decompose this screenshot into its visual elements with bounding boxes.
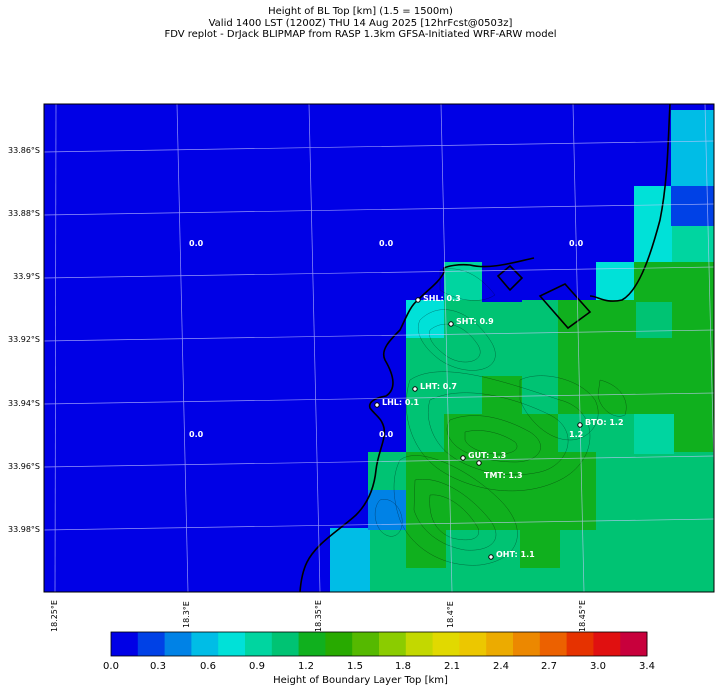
colorbar-frame	[110, 631, 648, 657]
station-label: GUT: 1.3	[468, 451, 506, 460]
stations: SHL: 0.3 SHT: 0.9 LHT: 0.7 LHL: 0.1 BTO:…	[374, 294, 624, 560]
station-label: LHT: 0.7	[420, 382, 457, 391]
map-title: Height of BL Top [km] (1.5 = 1500m)	[268, 6, 453, 17]
colorbar-label: Height of Boundary Layer Top [km]	[273, 675, 448, 686]
map-valid-time: Valid 1400 LST (1200Z) THU 14 Aug 2025 […	[208, 18, 513, 29]
station-label: BTO: 1.2	[585, 418, 624, 427]
colorbar-swatch	[513, 632, 541, 656]
colorbar-swatch	[486, 632, 514, 656]
colorbar-tick: 0.3	[150, 661, 166, 672]
lon-tick-label: 18.4°E	[446, 601, 455, 628]
grid-value: 0.0	[189, 430, 204, 439]
station-marker[interactable]	[476, 460, 482, 466]
colorbar-tick: 1.8	[395, 661, 411, 672]
lat-tick-label: 33.96°S	[8, 462, 40, 471]
station-label: OHT: 1.1	[496, 550, 535, 559]
lat-tick-label: 33.98°S	[8, 525, 40, 534]
colorbar-swatch	[405, 632, 434, 656]
grid-value: 0.0	[379, 239, 394, 248]
station-marker[interactable]	[412, 386, 418, 392]
colorbar-swatch	[164, 632, 192, 656]
colorbar-tick: 0.6	[200, 661, 216, 672]
colorbar-swatch	[271, 632, 300, 656]
lat-tick-label: 33.92°S	[8, 335, 40, 344]
lon-tick-label: 18.45°E	[578, 600, 587, 632]
station-label: SHL: 0.3	[423, 294, 461, 303]
grid-value-labels: 0.0 0.0 0.0 0.0 0.0 1.2	[189, 239, 584, 439]
lon-tick-label: 18.35°E	[314, 600, 323, 632]
colorbar-tick: 3.0	[590, 661, 606, 672]
lat-tick-label: 33.88°S	[8, 209, 40, 218]
colorbar-swatch	[111, 632, 139, 656]
station-marker[interactable]	[488, 554, 494, 560]
colorbar-tick: 3.4	[639, 661, 655, 672]
terrain-contours	[374, 268, 627, 566]
lon-tick-label: 18.25°E	[50, 600, 59, 632]
lat-tick-label: 33.94°S	[8, 399, 40, 408]
station-label: LHL: 0.1	[382, 398, 419, 407]
colorbar-swatch	[539, 632, 568, 656]
map-source: FDV replot - DrJack BLIPMAP from RASP 1.…	[164, 29, 557, 40]
colorbar-tick: 2.7	[541, 661, 557, 672]
lat-tick-label: 33.9°S	[13, 272, 40, 281]
colorbar-swatch	[593, 632, 621, 656]
colorbar-tick: 0.9	[249, 661, 265, 672]
grid-value: 0.0	[189, 239, 204, 248]
colorbar-tick: 1.2	[298, 661, 314, 672]
station-label: SHT: 0.9	[456, 317, 494, 326]
station-marker[interactable]	[415, 297, 421, 303]
colorbar-swatch	[245, 632, 273, 656]
graticule	[43, 103, 715, 593]
colorbar-swatch	[137, 632, 166, 656]
colorbar-swatch	[459, 632, 487, 656]
colorbar-swatch	[352, 632, 380, 656]
colorbar-swatch	[325, 632, 353, 656]
colorbar-swatch	[298, 632, 326, 656]
colorbar-tick: 2.4	[493, 661, 509, 672]
station-marker[interactable]	[460, 455, 466, 461]
colorbar-tick: 1.5	[347, 661, 363, 672]
lon-tick-label: 18.3°E	[182, 601, 191, 628]
coastline	[299, 104, 671, 592]
station-marker[interactable]	[374, 402, 380, 408]
colorbar-swatch	[432, 632, 460, 656]
colorbar-tick: 0.0	[103, 661, 119, 672]
colorbar-swatch	[620, 632, 648, 656]
grid-value: 1.2	[569, 430, 583, 439]
station-marker[interactable]	[448, 321, 454, 327]
grid-value: 0.0	[569, 239, 584, 248]
colorbar-swatch	[191, 632, 219, 656]
colorbar-tick: 2.1	[444, 661, 460, 672]
grid-value: 0.0	[379, 430, 394, 439]
colorbar-swatch	[218, 632, 246, 656]
station-label: TMT: 1.3	[484, 471, 523, 480]
lat-tick-label: 33.86°S	[8, 146, 40, 155]
colorbar	[111, 632, 648, 656]
bl-height-field	[330, 110, 714, 592]
colorbar-swatch	[566, 632, 594, 656]
station-marker[interactable]	[577, 422, 583, 428]
colorbar-swatch	[379, 632, 407, 656]
plot-frame	[43, 103, 715, 593]
